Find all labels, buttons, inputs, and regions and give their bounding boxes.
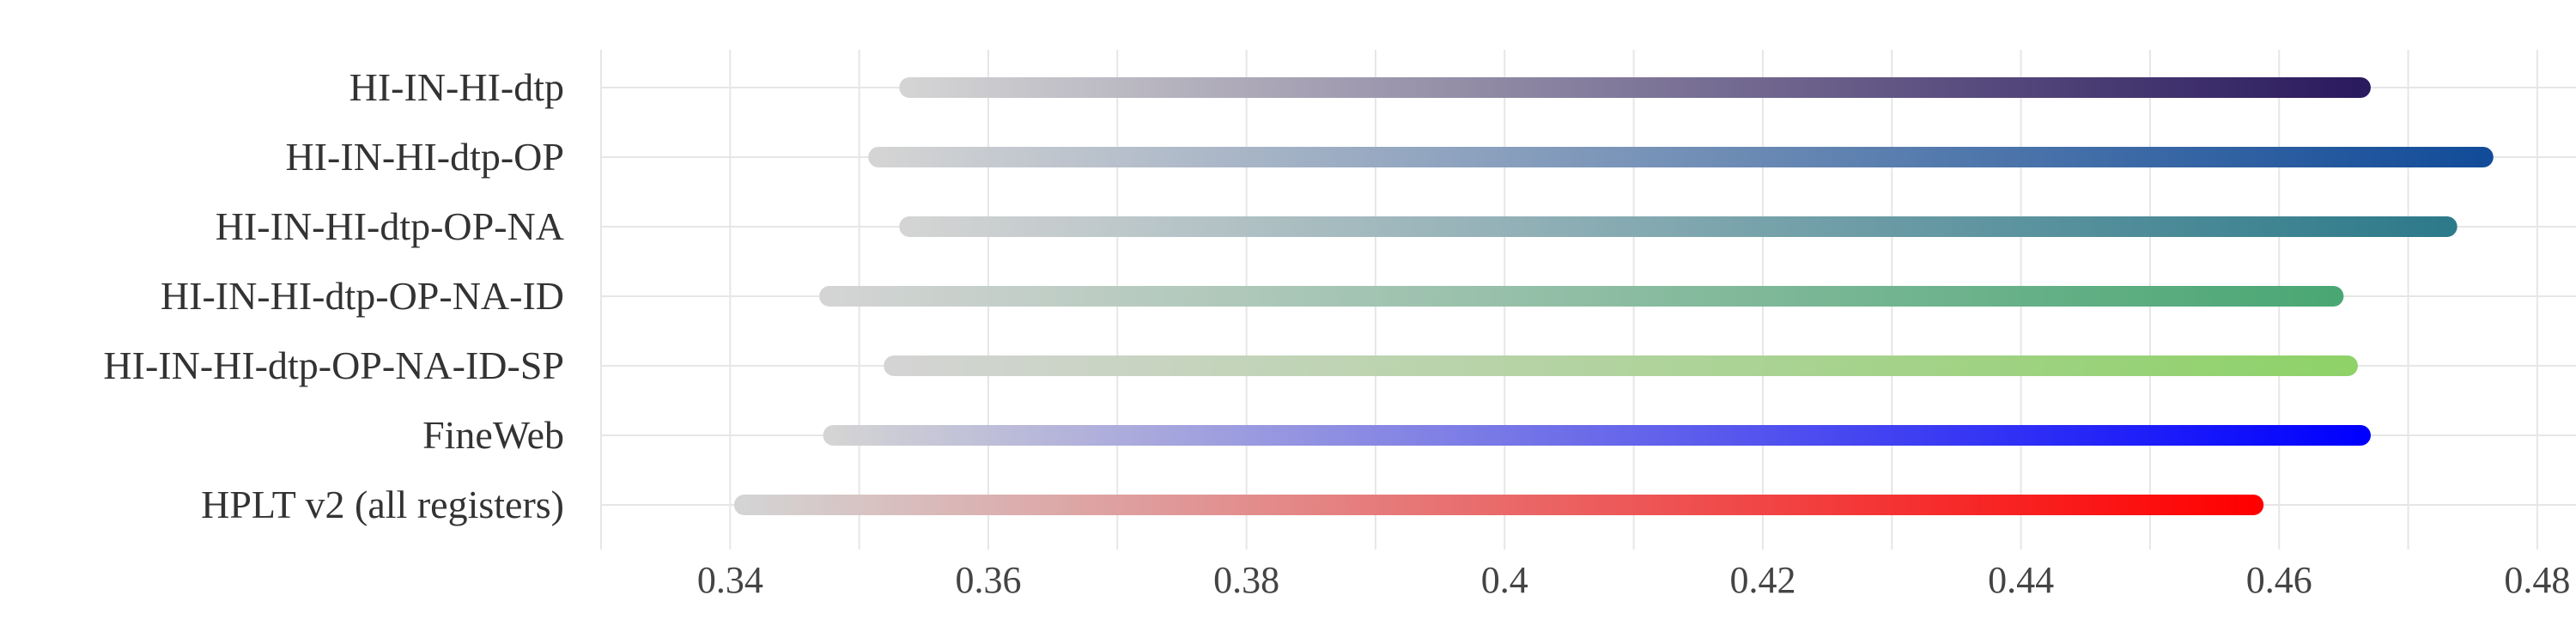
category-label: HI-IN-HI-dtp-OP-NA-ID-SP bbox=[103, 343, 564, 387]
x-tick-label: 0.44 bbox=[1988, 559, 2054, 601]
category-label: HI-IN-HI-dtp-OP bbox=[286, 135, 564, 179]
category-label: FineWeb bbox=[422, 413, 564, 457]
x-tick-label: 0.38 bbox=[1213, 559, 1279, 601]
x-tick-labels: 0.34 0.36 0.38 0.4 0.42 0.44 0.46 0.48 bbox=[697, 559, 2571, 601]
category-label: HI-IN-HI-dtp-OP-NA bbox=[216, 204, 564, 248]
x-tick-label: 0.46 bbox=[2246, 559, 2312, 601]
category-label: HI-IN-HI-dtp-OP-NA-ID bbox=[161, 274, 564, 318]
category-label: HI-IN-HI-dtp bbox=[349, 65, 564, 109]
x-tick-label: 0.48 bbox=[2504, 559, 2570, 601]
x-tick-label: 0.36 bbox=[955, 559, 1021, 601]
x-tick-label: 0.34 bbox=[697, 559, 763, 601]
bars bbox=[733, 77, 2494, 515]
category-labels: HI-IN-HI-dtp HI-IN-HI-dtp-OP HI-IN-HI-dtp-… bbox=[103, 65, 564, 526]
x-tick-label: 0.4 bbox=[1481, 559, 1528, 601]
category-label: HPLT v2 (all registers) bbox=[201, 483, 564, 526]
x-tick-label: 0.42 bbox=[1729, 559, 1795, 601]
